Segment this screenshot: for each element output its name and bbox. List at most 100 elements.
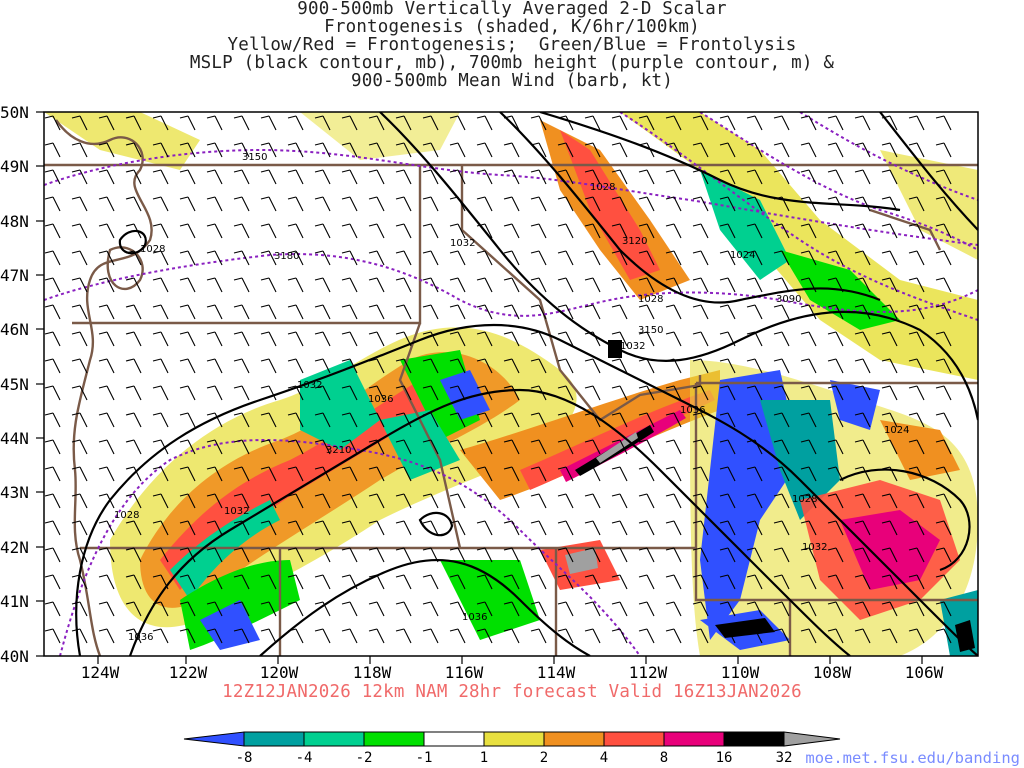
wind-barb — [854, 466, 871, 482]
wind-barb — [422, 601, 439, 617]
wind-barb — [125, 196, 142, 212]
wind-barb — [98, 466, 115, 482]
wind-barb — [935, 277, 952, 293]
wind-barb — [260, 142, 277, 158]
wind-barb — [746, 466, 763, 482]
wind-barb — [476, 547, 493, 563]
wind-barb — [98, 196, 115, 212]
wind-barb — [530, 250, 547, 266]
wind-barb — [179, 358, 196, 374]
wind-barb — [314, 358, 331, 374]
wind-barb — [746, 169, 763, 185]
wind-barbs — [44, 115, 952, 644]
wind-barb — [71, 466, 88, 482]
wind-barb — [827, 358, 844, 374]
wind-barb — [827, 196, 844, 212]
wind-barb — [827, 547, 844, 563]
border-or-id — [398, 322, 462, 549]
wind-barb — [368, 628, 385, 644]
wind-barb — [665, 304, 682, 320]
wind-barb — [341, 412, 358, 428]
wind-barb — [719, 466, 736, 482]
wind-barb — [800, 601, 817, 617]
wind-barb — [611, 223, 628, 239]
mslp-1028-s — [75, 323, 978, 656]
mslp-label: 1036 — [462, 612, 487, 623]
wind-barb — [557, 493, 574, 509]
wind-barb — [44, 601, 61, 617]
wind-barb — [854, 601, 871, 617]
wind-barb — [908, 196, 925, 212]
wind-barb — [881, 169, 898, 185]
wind-barb — [908, 142, 925, 158]
wind-barb — [233, 466, 250, 482]
wind-barb — [800, 142, 817, 158]
wind-barb — [395, 466, 412, 482]
wind-barb — [530, 439, 547, 455]
wind-barb — [71, 412, 88, 428]
wind-barb — [503, 142, 520, 158]
wind-barb — [908, 412, 925, 428]
wind-barb — [179, 115, 196, 131]
wind-barb — [719, 304, 736, 320]
wind-barb — [233, 601, 250, 617]
wind-barb — [854, 520, 871, 536]
wind-barb — [584, 412, 601, 428]
wind-barb — [152, 331, 169, 347]
wind-barb — [503, 331, 520, 347]
lon-label: 120W — [260, 663, 299, 682]
wind-barb — [800, 277, 817, 293]
wind-barb — [665, 412, 682, 428]
wind-barb — [260, 358, 277, 374]
wind-barb — [773, 439, 790, 455]
wind-barb — [179, 412, 196, 428]
lat-label: 45N — [0, 375, 29, 394]
wind-barb — [773, 601, 790, 617]
wind-barb — [638, 304, 655, 320]
wind-barb — [746, 439, 763, 455]
wind-barb — [314, 412, 331, 428]
shade-n-yellow2 — [300, 112, 460, 160]
wind-barb — [665, 439, 682, 455]
colorbar: -8 -4 -2 -1 1 2 4 8 16 32 — [183, 731, 841, 766]
shade-east-orange — [880, 420, 960, 480]
plot-area: 1028 1032 1036 1032 1036 1028 1024 1036 … — [44, 112, 978, 656]
wind-barb — [935, 547, 952, 563]
wind-barb — [719, 547, 736, 563]
wind-barb — [638, 439, 655, 455]
colorbar-swatch — [243, 731, 305, 747]
wind-barb — [71, 304, 88, 320]
shade-ne-yellow2 — [880, 150, 978, 260]
wind-barb — [233, 250, 250, 266]
wind-barb — [611, 331, 628, 347]
wind-barb — [206, 358, 223, 374]
wind-barb — [800, 412, 817, 428]
wind-barb — [908, 331, 925, 347]
wind-barb — [125, 277, 142, 293]
wind-barb — [260, 304, 277, 320]
wind-barb — [341, 385, 358, 401]
wind-barb — [908, 169, 925, 185]
wind-barb — [98, 304, 115, 320]
wind-barb — [449, 331, 466, 347]
wind-barb — [98, 331, 115, 347]
wind-barb — [638, 223, 655, 239]
wind-barb — [287, 520, 304, 536]
wind-barb — [746, 520, 763, 536]
wind-barb — [422, 250, 439, 266]
wind-barb — [395, 493, 412, 509]
wind-barb — [611, 358, 628, 374]
wind-barb — [692, 223, 709, 239]
wind-barb — [422, 439, 439, 455]
wind-barb — [692, 601, 709, 617]
wind-barb — [692, 547, 709, 563]
wind-barb — [233, 277, 250, 293]
wind-barb — [692, 304, 709, 320]
wind-barb — [800, 493, 817, 509]
wind-barb — [638, 493, 655, 509]
wind-barb — [422, 520, 439, 536]
wind-barb — [773, 466, 790, 482]
wind-barb — [314, 574, 331, 590]
wind-barb — [341, 466, 358, 482]
wind-barb — [557, 412, 574, 428]
